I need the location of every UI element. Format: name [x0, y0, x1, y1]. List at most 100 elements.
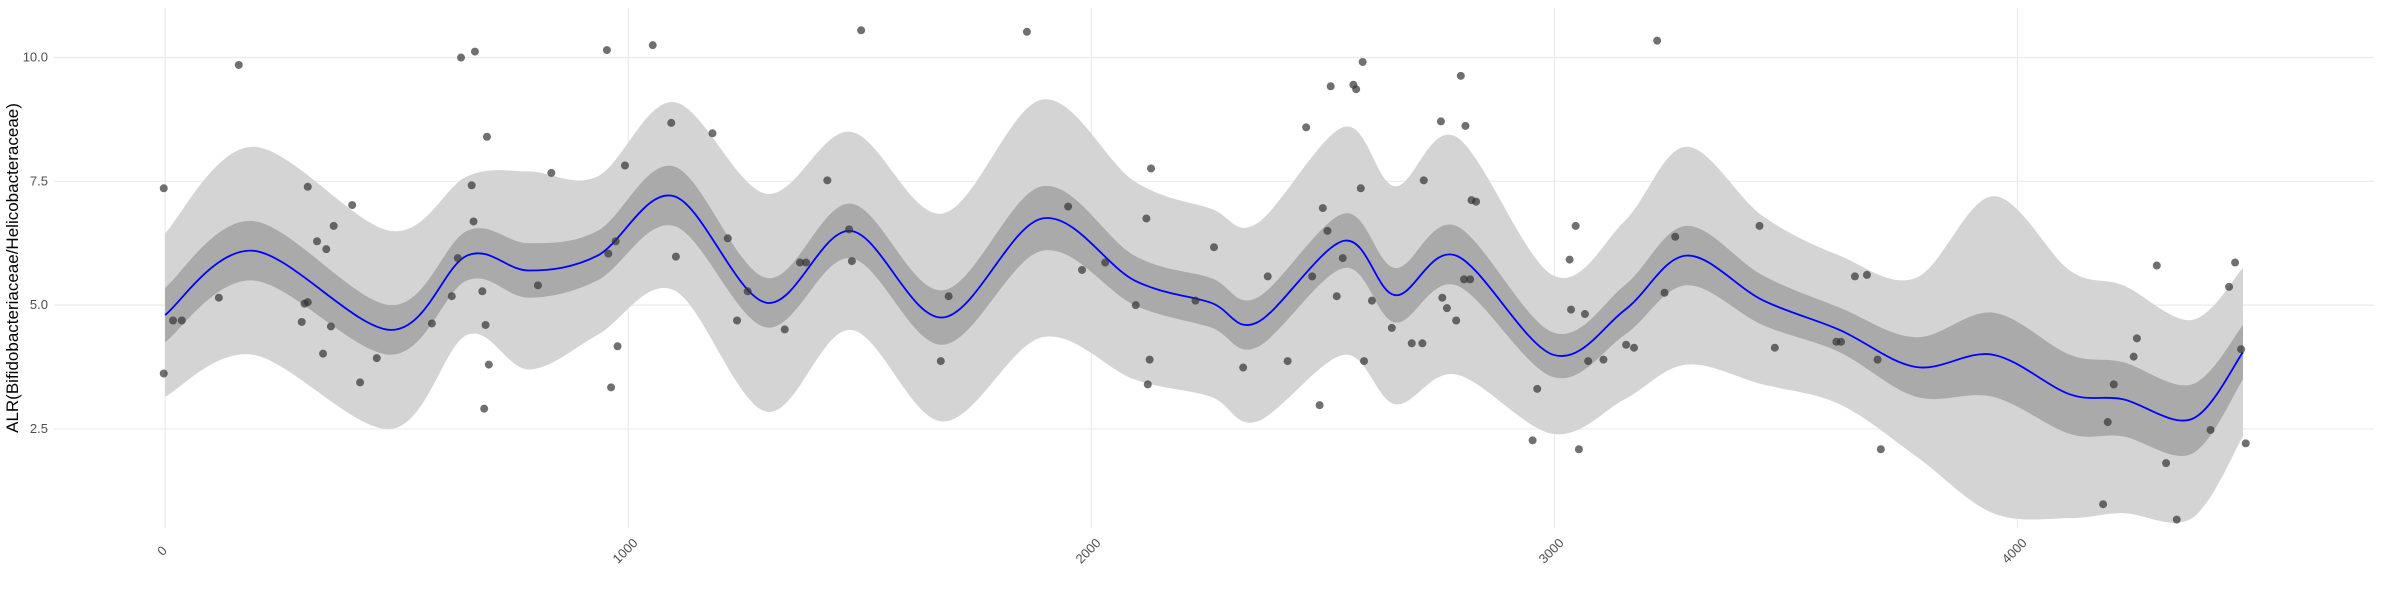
point: [2206, 425, 2215, 434]
point: [1876, 445, 1885, 454]
point: [457, 53, 466, 62]
point: [708, 129, 717, 138]
x-tick-label: 2000: [1073, 535, 1104, 566]
point: [234, 60, 243, 69]
point: [326, 322, 335, 331]
point: [936, 357, 945, 366]
point: [1452, 316, 1461, 325]
point: [1456, 71, 1465, 80]
point: [1653, 36, 1662, 45]
point: [1770, 343, 1779, 352]
point: [796, 258, 805, 267]
point: [159, 184, 168, 193]
point: [1064, 202, 1073, 211]
point: [1315, 401, 1324, 410]
point: [2231, 258, 2240, 267]
point: [602, 46, 611, 55]
point: [2109, 380, 2118, 389]
point: [1671, 232, 1680, 241]
point: [372, 354, 381, 363]
point: [533, 281, 542, 290]
point: [1442, 304, 1451, 313]
point: [1332, 292, 1341, 301]
point: [671, 252, 680, 261]
point: [1438, 293, 1447, 302]
point: [313, 237, 322, 246]
point: [1565, 255, 1574, 264]
y-tick-label: 10.0: [23, 50, 48, 65]
point: [1022, 27, 1031, 36]
point: [467, 181, 476, 190]
point: [1850, 272, 1859, 281]
point: [297, 317, 306, 326]
point: [427, 319, 436, 328]
point: [1101, 258, 1110, 267]
point: [1323, 226, 1332, 235]
point: [169, 316, 178, 325]
point: [1580, 310, 1589, 319]
point: [2162, 459, 2171, 468]
point: [447, 292, 456, 301]
y-tick-label: 2.5: [30, 421, 48, 436]
point: [667, 118, 676, 127]
point: [620, 161, 629, 170]
point: [1419, 176, 1428, 185]
point: [356, 378, 365, 387]
point: [1358, 57, 1367, 66]
y-tick-label: 7.5: [30, 173, 48, 188]
point: [2152, 261, 2161, 270]
point: [2129, 352, 2138, 361]
point: [1142, 214, 1151, 223]
point: [1356, 184, 1365, 193]
point: [1283, 357, 1292, 366]
point: [1630, 343, 1639, 352]
point: [1436, 117, 1445, 126]
y-tick-label: 5.0: [30, 297, 48, 312]
point: [177, 316, 186, 325]
x-tick-label: 0: [154, 543, 170, 559]
point: [604, 249, 613, 258]
point: [1367, 296, 1376, 305]
point: [1533, 384, 1542, 393]
point: [480, 404, 489, 413]
point: [470, 47, 479, 56]
point: [1302, 123, 1311, 132]
point: [944, 292, 953, 301]
point: [1574, 445, 1583, 454]
point: [1263, 272, 1272, 281]
point: [1326, 82, 1335, 91]
point: [1318, 204, 1327, 213]
point: [2172, 515, 2181, 524]
point: [1599, 355, 1608, 364]
point: [1567, 305, 1576, 314]
point: [1622, 340, 1631, 349]
point: [743, 287, 752, 296]
point: [1528, 436, 1537, 445]
point: [613, 342, 622, 351]
point: [1147, 164, 1156, 173]
point: [2132, 334, 2141, 343]
point: [1143, 380, 1152, 389]
point: [857, 26, 866, 35]
point: [2225, 282, 2234, 291]
point: [607, 383, 616, 392]
point: [214, 293, 223, 302]
point: [322, 245, 331, 254]
point: [1387, 323, 1396, 332]
point: [453, 254, 462, 263]
point: [611, 237, 620, 246]
point: [1131, 301, 1140, 310]
point: [478, 287, 487, 296]
point: [329, 221, 338, 230]
point: [1461, 121, 1470, 130]
point: [1584, 357, 1593, 366]
point: [469, 217, 478, 226]
point: [348, 201, 357, 210]
x-tick-label: 1000: [610, 535, 641, 566]
point: [1360, 357, 1369, 366]
smooth-line: [164, 194, 2244, 422]
point: [2241, 439, 2250, 448]
point: [1352, 85, 1361, 94]
point: [1191, 296, 1200, 305]
